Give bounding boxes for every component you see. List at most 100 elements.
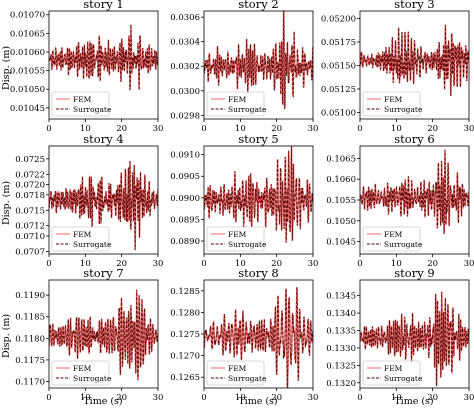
y-tick-label: 0.1185 <box>15 313 45 323</box>
y-tick-label: 0.01055 <box>10 67 45 77</box>
series-surrogate-line <box>49 24 158 91</box>
subplot-grid: story 1 0 10 20 30 0.01045 0.01050 0.01055 0.010… <box>10 0 474 403</box>
axes-frame <box>48 145 159 255</box>
subplot-story-7: story 7 0 10 20 30 0.1170 0.1175 0.1180 0.1185 0.… <box>15 266 163 403</box>
x-tick-label: 20 <box>427 124 438 134</box>
x-tick-label: 20 <box>271 259 282 269</box>
x-tick-label: 0 <box>201 124 206 134</box>
subplot-story-2: story 2 0 10 20 30 0.0298 0.0300 0.0302 0.0304 0.… <box>170 0 318 134</box>
y-tick-label: 0.0900 <box>170 194 200 204</box>
y-tick-label: 0.0712 <box>15 222 45 232</box>
figure-xlabel-col-3: Time (s) <box>394 396 433 407</box>
y-tick-label: 0.01050 <box>10 85 45 95</box>
series-surrogate-line <box>360 291 469 387</box>
y-tick-label: 0.05150 <box>321 61 356 71</box>
y-tick-label: 0.1330 <box>326 344 356 354</box>
legend-label-fem: FEM <box>228 95 247 104</box>
legend-label-fem: FEM <box>384 95 403 104</box>
y-tick-label: 0.01060 <box>10 48 45 58</box>
y-tick-label: 0.0718 <box>15 191 45 201</box>
y-tick-label: 0.05200 <box>321 15 356 25</box>
x-tick-label: 20 <box>271 393 282 403</box>
subplot-title: story 3 <box>394 0 434 11</box>
y-tick-label: 0.0720 <box>15 181 45 191</box>
series-surrogate-line <box>49 160 158 251</box>
y-tick-label: 0.1275 <box>170 330 200 340</box>
subplot-story-8: story 8 0 10 20 30 0.1265 0.1270 0.1275 0.1280 0.… <box>170 266 318 403</box>
legend-label-fem: FEM <box>73 95 92 104</box>
figure-ylabel-row-2: Disp. (m) <box>1 181 12 225</box>
x-tick-label: 20 <box>271 124 282 134</box>
figure-ylabel-row-3: Disp. (m) <box>1 314 12 358</box>
x-tick-label: 10 <box>80 124 91 134</box>
figure-xlabel-col-2: Time (s) <box>238 396 277 407</box>
subplot-title: story 1 <box>83 0 123 11</box>
x-tick-label: 20 <box>116 259 127 269</box>
y-tick-label: 0.1065 <box>326 154 356 164</box>
x-tick-label: 20 <box>427 393 438 403</box>
series-surrogate-line <box>360 24 469 97</box>
y-tick-label: 0.1175 <box>15 356 45 366</box>
x-tick-label: 10 <box>235 124 246 134</box>
legend-label-fem: FEM <box>73 230 92 239</box>
x-tick-label: 30 <box>308 124 319 134</box>
x-tick-label: 10 <box>235 393 246 403</box>
y-tick-label: 0.1060 <box>326 175 356 185</box>
legend-label-fem: FEM <box>73 364 92 373</box>
y-tick-label: 0.01070 <box>10 11 45 21</box>
x-tick-label: 10 <box>235 259 246 269</box>
y-tick-label: 0.1190 <box>15 291 45 301</box>
x-tick-label: 30 <box>153 259 164 269</box>
legend-label-fem: FEM <box>384 230 403 239</box>
subplot-story-1: story 1 0 10 20 30 0.01045 0.01050 0.01055 0.010… <box>10 0 164 134</box>
x-tick-label: 30 <box>153 124 164 134</box>
subplot-story-9: story 9 0 10 20 30 0.1320 0.1325 0.1330 0.1335 0.… <box>326 266 474 403</box>
y-tick-label: 0.0895 <box>170 215 200 225</box>
x-tick-label: 20 <box>116 393 127 403</box>
series-surrogate-line <box>204 146 313 243</box>
legend-box <box>362 226 421 252</box>
x-tick-label: 10 <box>391 393 402 403</box>
y-tick-label: 0.0905 <box>170 172 200 182</box>
y-tick-label: 0.1285 <box>170 287 200 297</box>
y-tick-label: 0.1345 <box>326 292 356 302</box>
x-tick-label: 10 <box>391 124 402 134</box>
y-tick-label: 0.05100 <box>321 108 356 118</box>
subplot-title: story 2 <box>238 0 278 11</box>
y-tick-label: 0.0710 <box>15 232 45 242</box>
series-fem-line <box>360 24 469 97</box>
y-tick-label: 0.0300 <box>170 87 200 97</box>
legend-box <box>51 91 110 117</box>
axes-frame <box>203 145 314 255</box>
y-tick-label: 0.0715 <box>15 206 45 216</box>
y-tick-label: 0.1050 <box>326 217 356 227</box>
y-tick-label: 0.0306 <box>170 13 200 23</box>
subplot-story-5: story 5 0 10 20 30 0.0890 0.0895 0.0900 0.0905 0.… <box>170 132 318 269</box>
series-surrogate-line <box>204 11 313 110</box>
legend-label-surrogate: Surrogate <box>73 374 112 383</box>
x-tick-label: 30 <box>308 259 319 269</box>
x-tick-label: 0 <box>357 259 362 269</box>
legend-box <box>206 360 265 386</box>
subplot-title: story 9 <box>394 266 434 280</box>
y-tick-label: 0.1280 <box>170 308 200 318</box>
x-tick-label: 30 <box>464 124 474 134</box>
subplot-title: story 4 <box>83 132 123 146</box>
x-tick-label: 0 <box>46 393 51 403</box>
x-tick-label: 30 <box>153 393 164 403</box>
y-tick-label: 0.0707 <box>15 247 45 257</box>
x-tick-label: 20 <box>427 259 438 269</box>
y-tick-label: 0.1180 <box>15 334 45 344</box>
legend-label-fem: FEM <box>228 364 247 373</box>
legend-box <box>362 360 421 386</box>
x-tick-label: 0 <box>201 393 206 403</box>
x-tick-label: 20 <box>116 124 127 134</box>
y-tick-label: 0.01045 <box>10 104 45 114</box>
